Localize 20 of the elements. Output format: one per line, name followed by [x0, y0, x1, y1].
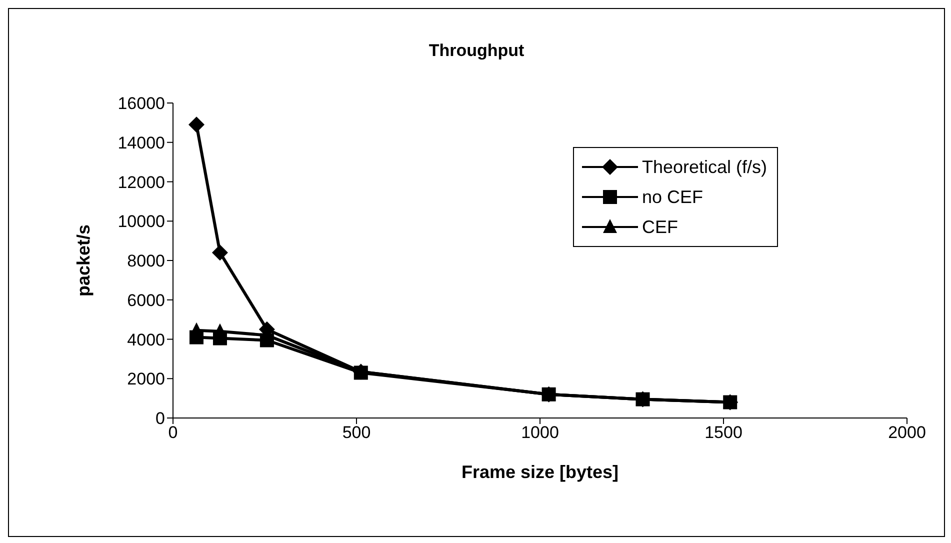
- chart-title: Throughput: [428, 41, 526, 61]
- y-tick-label: 0: [156, 409, 165, 428]
- y-tick-label: 2000: [127, 370, 165, 389]
- x-tick-label: 2000: [888, 423, 926, 442]
- x-tick-label: 1500: [704, 423, 742, 442]
- y-tick-label: 6000: [127, 290, 165, 310]
- y-tick-label: 4000: [127, 330, 165, 350]
- x-axis-title: Frame size [bytes]: [461, 462, 619, 482]
- y-tick-label: 10000: [118, 212, 165, 232]
- x-tick-label: 500: [342, 423, 371, 442]
- y-tick-label: 8000: [127, 252, 165, 271]
- x-tick-label: 0: [168, 423, 178, 442]
- y-axis-title: packet/s: [73, 224, 94, 297]
- legend-label: no CEF: [642, 186, 704, 209]
- legend-label: Theoretical (f/s): [642, 156, 768, 179]
- y-tick-label: 14000: [118, 133, 165, 152]
- y-tick-label: 16000: [118, 94, 165, 114]
- legend-label: CEF: [642, 216, 678, 239]
- x-tick-label: 1000: [521, 423, 559, 442]
- y-tick-label: 12000: [118, 172, 165, 192]
